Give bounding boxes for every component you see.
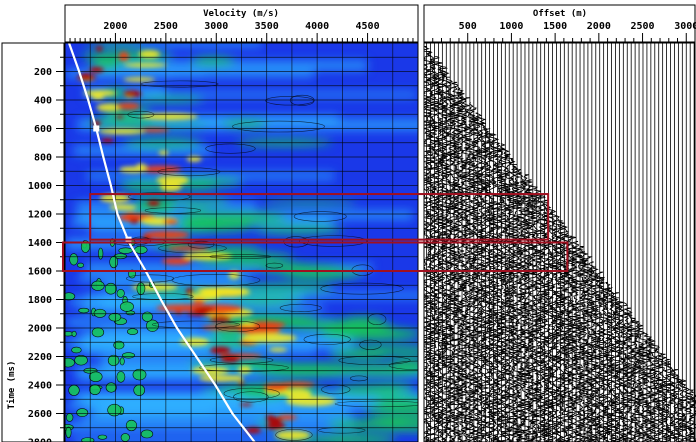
time-tick-label: 200 bbox=[34, 67, 52, 78]
highlight-boxes bbox=[61, 193, 569, 272]
semblance-panel bbox=[65, 43, 418, 442]
offset-tick-label: 2500 bbox=[631, 21, 655, 32]
velocity-axis-header bbox=[64, 4, 419, 43]
offset-axis-header bbox=[423, 4, 696, 43]
time-ticks: 200 400 600 800 1000 1200 1400 1600 1800 2000 2200… bbox=[28, 56, 64, 442]
offset-axis-label: Offset (m) bbox=[533, 9, 587, 19]
time-tick-label: 1200 bbox=[28, 210, 52, 221]
offset-tick-label: 1500 bbox=[543, 21, 567, 32]
time-tick-label: 600 bbox=[34, 124, 52, 135]
velocity-tick-label: 4500 bbox=[356, 21, 380, 32]
velocity-tick-label: 3500 bbox=[255, 21, 279, 32]
velocity-tick-label: 4000 bbox=[305, 21, 329, 32]
time-axis-frame bbox=[1, 42, 65, 442]
time-tick-label: 2600 bbox=[28, 409, 52, 420]
time-tick-label: 1000 bbox=[28, 181, 52, 192]
time-tick-label: 800 bbox=[34, 153, 52, 164]
time-tick-label: 2200 bbox=[28, 352, 52, 363]
time-tick-label: 1400 bbox=[28, 238, 52, 249]
velocity-ticks: 2000 2500 3000 3500 4000 4500 bbox=[69, 21, 414, 42]
highlight-box bbox=[89, 193, 550, 241]
highlight-box bbox=[61, 241, 569, 272]
time-axis-label: Time (ms) bbox=[6, 361, 17, 410]
offset-tick-label: 500 bbox=[459, 21, 477, 32]
pick-marker bbox=[93, 125, 100, 132]
offset-tick-label: 2000 bbox=[587, 21, 611, 32]
velocity-tick-label: 2500 bbox=[154, 21, 178, 32]
velocity-axis-label: Velocity (m/s) bbox=[203, 8, 279, 19]
velocity-tick-label: 3000 bbox=[204, 21, 228, 32]
time-tick-label: 2400 bbox=[28, 381, 52, 392]
time-tick-label: 400 bbox=[34, 96, 52, 107]
time-tick-label: 2000 bbox=[28, 324, 52, 335]
offset-tick-label: 3000 bbox=[674, 21, 696, 32]
offset-ticks: 500 1000 1500 2000 2500 3000 bbox=[432, 21, 696, 42]
velocity-tick-label: 2000 bbox=[103, 21, 127, 32]
time-tick-label: 1800 bbox=[28, 295, 52, 306]
time-tick-label: 2800 bbox=[28, 438, 52, 442]
time-tick-label: 1600 bbox=[28, 267, 52, 278]
offset-tick-label: 1000 bbox=[499, 21, 523, 32]
